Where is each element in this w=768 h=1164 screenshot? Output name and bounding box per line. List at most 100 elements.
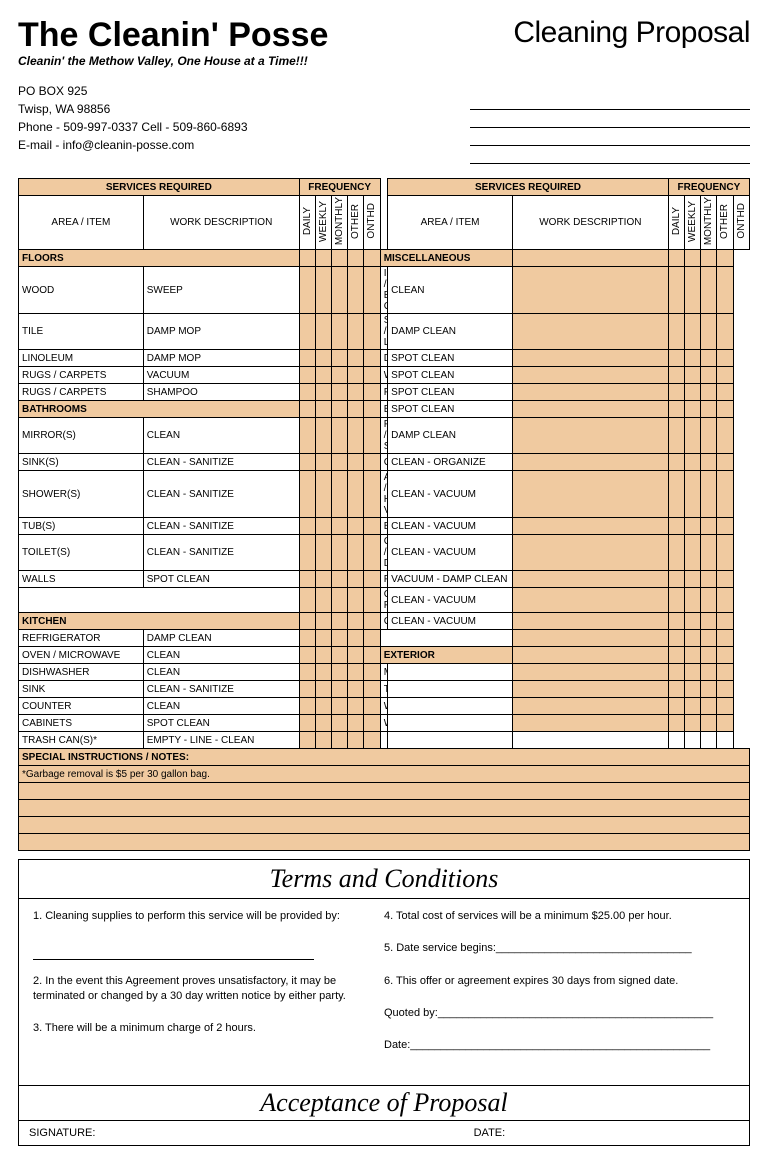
addr-line-2: Twisp, WA 98856: [18, 100, 248, 118]
term-1: 1. Cleaning supplies to perform this ser…: [33, 909, 364, 923]
item-work: [388, 715, 513, 732]
item-work: CLEAN - SANITIZE: [143, 518, 299, 535]
freq-other-l: OTHER: [348, 196, 364, 250]
item-area: FURNITURE: [380, 571, 387, 588]
item-area: FIXTURES / SWITCHES: [380, 418, 387, 454]
contact-block: PO BOX 925 Twisp, WA 98856 Phone - 509-9…: [18, 82, 248, 166]
item-area: INT / EXT GLASS: [380, 267, 387, 314]
item-work: [388, 681, 513, 698]
item-work: CLEAN: [143, 664, 299, 681]
freq-monthly-l: MONTHLY: [332, 196, 348, 250]
term-2: 2. In the event this Agreement proves un…: [33, 974, 364, 1003]
item-work: CLEAN - SANITIZE: [143, 471, 299, 518]
item-work: CLEAN - VACUUM: [388, 518, 513, 535]
item-work: CLEAN - SANITIZE: [143, 681, 299, 698]
terms-box: Terms and Conditions 1. Cleaning supplie…: [18, 859, 750, 1085]
item-area: TUB(S): [19, 518, 144, 535]
notes-label: SPECIAL INSTRUCTIONS / NOTES:: [19, 749, 750, 766]
company-title: The Cleanin' Posse: [18, 18, 328, 52]
item-area: SINK(S): [19, 454, 144, 471]
date-label: DATE:: [464, 1121, 749, 1145]
item-area: WALLS: [19, 571, 144, 588]
term-5: 5. Date service begins:_________________…: [384, 941, 715, 955]
item-area: SHOWER(S): [19, 471, 144, 518]
item-area: REFRIGERATOR: [19, 630, 144, 647]
item-area: CEILING FANS: [380, 588, 387, 613]
item-work: EMPTY - LINE - CLEAN: [143, 732, 299, 749]
item-area: OVEN / MICROWAVE: [19, 647, 144, 664]
item-area: TOILET(S): [19, 535, 144, 571]
item-work: CLEAN - VACUUM: [388, 588, 513, 613]
proposal-title: Cleaning Proposal: [513, 18, 750, 48]
empty-row: [380, 630, 512, 647]
item-work: CLEAN - VACUUM: [388, 535, 513, 571]
notes-blank: [19, 783, 750, 800]
hdr-freq-left: FREQUENCY: [299, 179, 380, 196]
freq-daily-l: DAILY: [299, 196, 315, 250]
item-work: DAMP MOP: [143, 314, 299, 350]
col-work-left: WORK DESCRIPTION: [143, 196, 299, 250]
freq-weekly-r: WEEKLY: [685, 196, 701, 250]
section-header: MISCELLANEOUS: [380, 250, 512, 267]
item-area: WATERING: [380, 715, 387, 732]
item-area: DOORS: [380, 350, 387, 367]
item-area: BLINDS: [380, 518, 387, 535]
item-work: CLEAN: [143, 647, 299, 664]
item-work: CLEAN - SANITIZE: [143, 454, 299, 471]
hdr-services-left: SERVICES REQUIRED: [19, 179, 300, 196]
col-area-right: AREA / ITEM: [388, 196, 513, 250]
section-header: FLOORS: [19, 250, 300, 267]
notes-blank: [19, 834, 750, 851]
item-work: SPOT CLEAN: [388, 401, 513, 418]
item-area: CABINETS: [19, 715, 144, 732]
quoted-by: Quoted by:______________________________…: [384, 1006, 715, 1020]
terms-title: Terms and Conditions: [19, 860, 749, 899]
term-6: 6. This offer or agreement expires 30 da…: [384, 974, 715, 988]
freq-monthly-r: MONTHLY: [701, 196, 717, 250]
item-area: MOWING: [380, 664, 387, 681]
freq-other-r: OTHER: [717, 196, 733, 250]
email-line: E-mail - info@cleanin-posse.com: [18, 136, 248, 154]
signature-label: SIGNATURE:: [19, 1121, 464, 1145]
item-area: SINK: [19, 681, 144, 698]
hdr-services-right: SERVICES REQUIRED: [388, 179, 669, 196]
item-work: CLEAN - ORGANIZE: [388, 454, 513, 471]
col-area-left: AREA / ITEM: [19, 196, 144, 250]
terms-date: Date:___________________________________…: [384, 1038, 715, 1052]
section-header: KITCHEN: [19, 613, 300, 630]
services-table: SERVICES REQUIRED FREQUENCY SERVICES REQ…: [18, 178, 750, 851]
item-work: DAMP CLEAN: [388, 314, 513, 350]
item-work: SPOT CLEAN: [388, 350, 513, 367]
item-area: RUGS / CARPETS: [19, 384, 144, 401]
item-work: VACUUM: [143, 367, 299, 384]
acceptance-title: Acceptance of Proposal: [19, 1086, 749, 1120]
item-work: VACUUM - DAMP CLEAN: [388, 571, 513, 588]
item-work: [388, 664, 513, 681]
freq-weekly-l: WEEKLY: [315, 196, 331, 250]
item-work: SPOT CLEAN: [143, 571, 299, 588]
col-work-right: WORK DESCRIPTION: [512, 196, 668, 250]
freq-onthd-l: ONTHD: [364, 196, 380, 250]
item-area: WEEDING: [380, 698, 387, 715]
item-area: WALLS: [380, 367, 387, 384]
item-area: BASEBOARDS: [380, 401, 387, 418]
term-1-line: [33, 941, 314, 960]
item-work: CLEAN - VACUUM: [388, 613, 513, 630]
item-area: SILLS / LEDGES: [380, 314, 387, 350]
empty-row: [19, 588, 300, 613]
hdr-freq-right: FREQUENCY: [668, 179, 749, 196]
item-work: SHAMPOO: [143, 384, 299, 401]
notes-blank: [19, 800, 750, 817]
item-area: COUNTER: [19, 698, 144, 715]
item-area: FRAMES: [380, 384, 387, 401]
term-3: 3. There will be a minimum charge of 2 h…: [33, 1021, 364, 1035]
notes-blank: [19, 817, 750, 834]
acceptance-box: Acceptance of Proposal SIGNATURE: DATE:: [18, 1086, 750, 1146]
item-work: DAMP CLEAN: [388, 418, 513, 454]
phone-line: Phone - 509-997-0337 Cell - 509-860-6893: [18, 118, 248, 136]
item-work: SWEEP: [143, 267, 299, 314]
item-work: DAMP MOP: [143, 350, 299, 367]
notes-text: *Garbage removal is $5 per 30 gallon bag…: [19, 766, 750, 783]
item-area: TILE: [19, 314, 144, 350]
item-work: SPOT CLEAN: [388, 384, 513, 401]
